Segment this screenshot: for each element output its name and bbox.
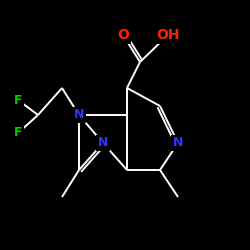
Text: N: N <box>173 136 183 149</box>
Text: F: F <box>14 94 22 106</box>
Text: O: O <box>117 28 129 42</box>
Text: F: F <box>14 126 22 140</box>
Text: OH: OH <box>156 28 180 42</box>
Text: N: N <box>74 108 84 122</box>
Text: N: N <box>98 136 108 149</box>
